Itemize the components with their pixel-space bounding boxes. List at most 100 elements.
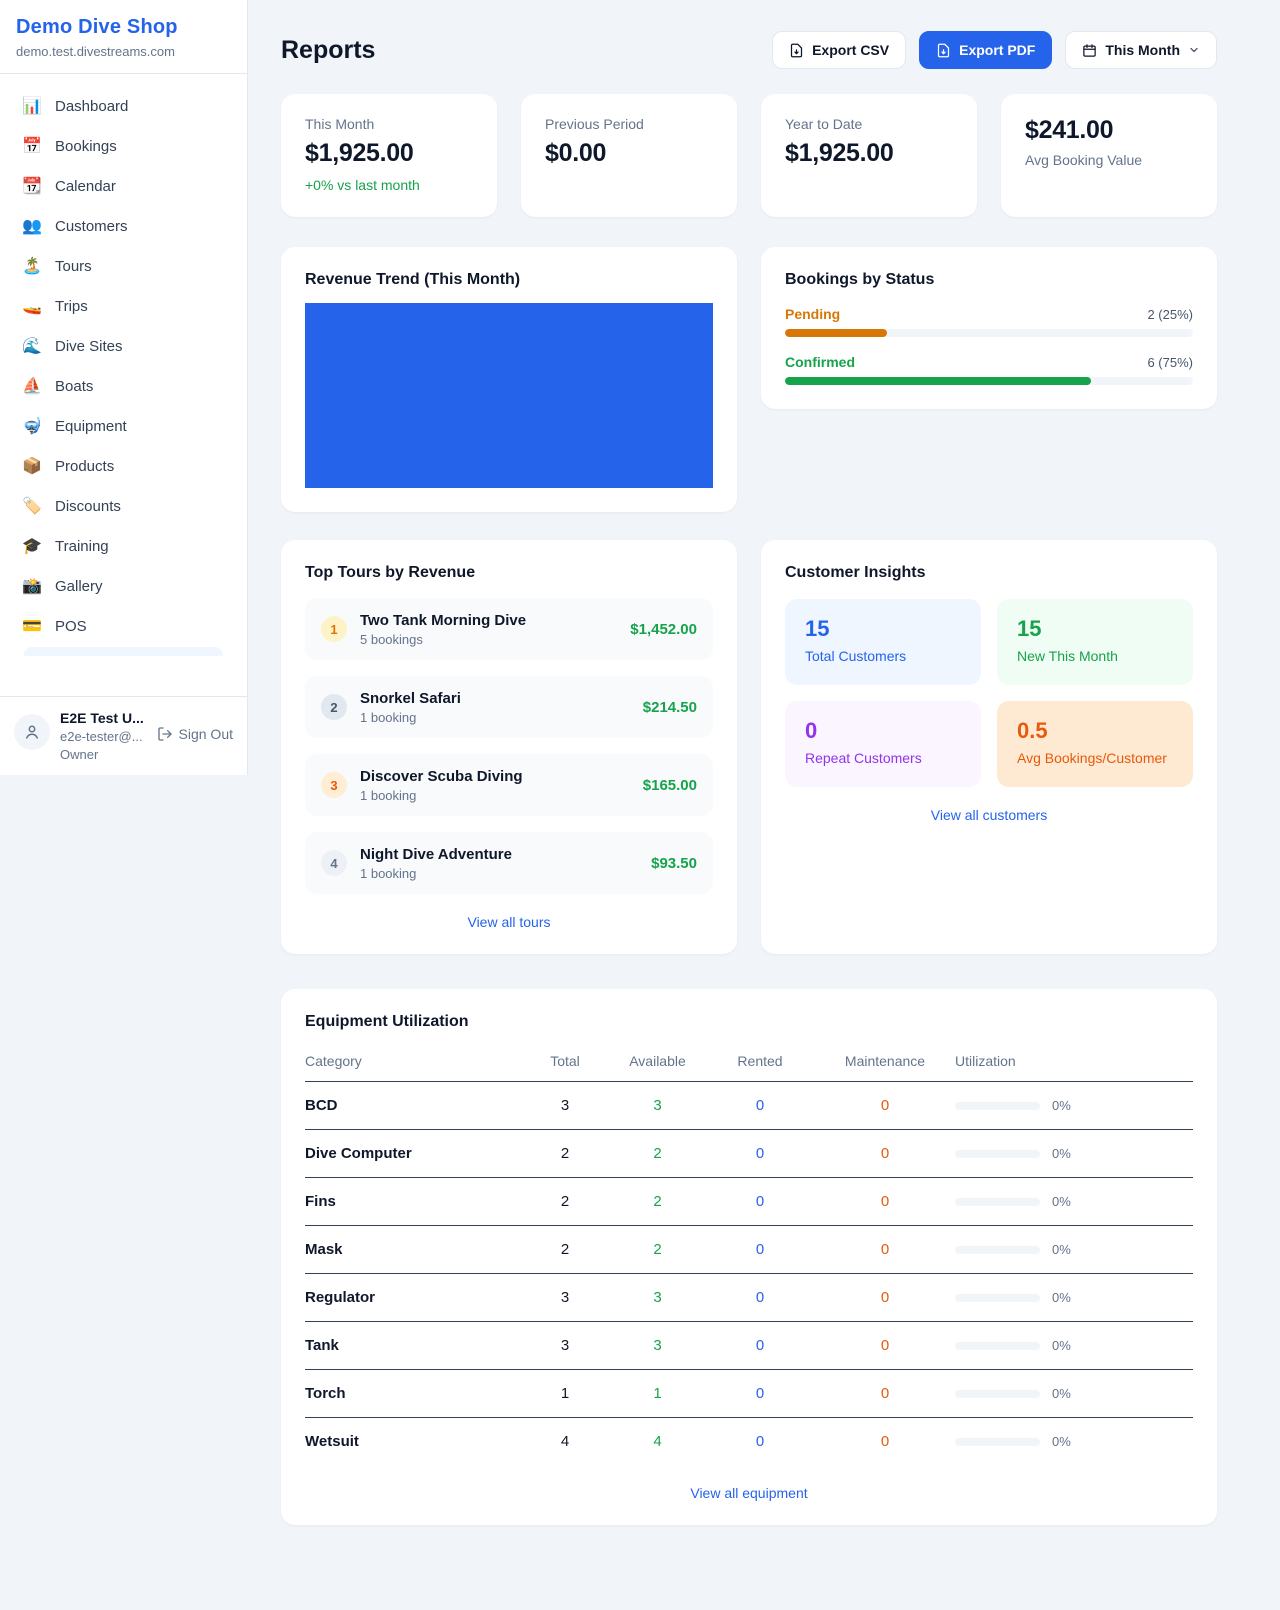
equipment-category: Dive Computer <box>305 1145 412 1162</box>
utilization-percent: 0% <box>1052 1290 1071 1305</box>
stat-card-year-to-date: Year to Date $1,925.00 <box>761 94 977 217</box>
sidebar-item-label: Discounts <box>55 497 121 515</box>
export-csv-button[interactable]: Export CSV <box>772 31 907 69</box>
sidebar-item-boats[interactable]: ⛵ Boats <box>12 366 235 406</box>
status-progress-track <box>785 329 1193 337</box>
sidebar-item-equipment[interactable]: 🤿 Equipment <box>12 406 235 446</box>
sidebar-item-tours[interactable]: 🏝️ Tours <box>12 246 235 286</box>
sidebar-item-reports-partial[interactable] <box>24 647 223 656</box>
equipment-rented: 0 <box>755 1385 765 1402</box>
utilization-percent: 0% <box>1052 1434 1071 1449</box>
sign-out-button[interactable]: Sign Out <box>157 726 233 742</box>
shop-domain: demo.test.divestreams.com <box>16 44 175 59</box>
equipment-rented: 0 <box>755 1337 765 1354</box>
view-all-customers-link[interactable]: View all customers <box>930 807 1048 823</box>
insight-value: 15 <box>805 616 830 641</box>
gallery-icon: 📸 <box>22 578 42 595</box>
equipment-maintenance: 0 <box>880 1193 890 1210</box>
equipment-available: 1 <box>653 1385 662 1402</box>
utilization-percent: 0% <box>1052 1194 1071 1209</box>
equipment-utilization-title: Equipment Utilization <box>305 1013 469 1030</box>
status-progress-track <box>785 377 1193 385</box>
stat-value: $0.00 <box>545 139 607 167</box>
column-header: Available <box>629 1053 686 1069</box>
tour-name: Night Dive Adventure <box>360 845 512 863</box>
view-all-equipment-link[interactable]: View all equipment <box>690 1485 808 1501</box>
customers-icon: 👥 <box>22 218 42 235</box>
insight-label: New This Month <box>1017 648 1118 664</box>
equipment-category: BCD <box>305 1097 338 1114</box>
table-row: Regulator 3 3 0 0 0% <box>305 1274 1193 1322</box>
sidebar-item-discounts[interactable]: 🏷️ Discounts <box>12 486 235 526</box>
boats-icon: ⛵ <box>22 378 42 395</box>
trips-icon: 🚤 <box>22 298 42 315</box>
tour-row: 1 Two Tank Morning Dive 5 bookings $1,452… <box>305 598 713 660</box>
products-icon: 📦 <box>22 458 42 475</box>
insight-tile-new-this-month: 15 New This Month <box>997 599 1193 685</box>
sidebar-item-trips[interactable]: 🚤 Trips <box>12 286 235 326</box>
equipment-available: 3 <box>653 1097 662 1114</box>
insight-value: 0 <box>805 718 818 743</box>
sidebar-item-pos[interactable]: 💳 POS <box>12 606 235 646</box>
sidebar: Demo Dive Shop demo.test.divestreams.com… <box>0 0 248 775</box>
sidebar-item-label: Trips <box>55 297 88 315</box>
stat-label: Year to Date <box>785 116 863 132</box>
view-all-tours-link[interactable]: View all tours <box>467 914 551 930</box>
status-label: Confirmed <box>785 354 855 370</box>
sidebar-item-label: Tours <box>55 257 92 275</box>
status-label: Pending <box>785 306 841 322</box>
utilization-bar <box>955 1197 1040 1206</box>
sidebar-item-gallery[interactable]: 📸 Gallery <box>12 566 235 606</box>
tour-bookings: 5 bookings <box>360 631 423 647</box>
status-progress-fill <box>785 329 887 337</box>
user-name: E2E Test U... <box>60 710 144 726</box>
page-title: Reports <box>281 35 376 64</box>
tour-name: Two Tank Morning Dive <box>360 611 527 629</box>
equipment-maintenance: 0 <box>880 1433 890 1450</box>
sidebar-item-label: Training <box>55 537 109 555</box>
stat-value: $1,925.00 <box>305 139 414 167</box>
sign-out-icon <box>157 727 172 741</box>
utilization-bar <box>955 1245 1040 1254</box>
status-count: 6 (75%) <box>1147 355 1193 370</box>
equipment-category: Mask <box>305 1241 343 1258</box>
equipment-total: 2 <box>560 1241 570 1258</box>
equipment-available: 3 <box>653 1289 662 1306</box>
training-icon: 🎓 <box>22 538 42 555</box>
equipment-icon: 🤿 <box>22 418 42 435</box>
sidebar-nav: 📊 Dashboard 📅 Bookings 📆 Calendar 👥 Customer… <box>0 74 247 656</box>
equipment-category: Wetsuit <box>305 1433 359 1450</box>
revenue-trend-chart <box>305 303 713 488</box>
equipment-category: Regulator <box>305 1289 376 1306</box>
tour-row: 4 Night Dive Adventure 1 booking $93.50 <box>305 832 713 894</box>
tour-amount: $93.50 <box>651 854 697 872</box>
user-email: e2e-tester@... <box>60 729 143 744</box>
person-icon <box>26 725 38 739</box>
sidebar-item-dive-sites[interactable]: 🌊 Dive Sites <box>12 326 235 366</box>
equipment-category: Fins <box>305 1193 336 1210</box>
shop-name[interactable]: Demo Dive Shop <box>16 16 178 38</box>
tour-amount: $165.00 <box>642 776 697 794</box>
sidebar-item-label: Products <box>55 457 115 475</box>
sidebar-item-calendar[interactable]: 📆 Calendar <box>12 166 235 206</box>
equipment-rented: 0 <box>755 1097 765 1114</box>
equipment-rented: 0 <box>755 1241 765 1258</box>
insight-label: Repeat Customers <box>805 750 922 766</box>
sidebar-item-label: Bookings <box>55 137 117 155</box>
period-select[interactable]: This Month <box>1065 31 1217 69</box>
insight-tile-repeat-customers: 0 Repeat Customers <box>785 701 981 787</box>
export-pdf-button[interactable]: Export PDF <box>919 31 1053 69</box>
top-tours-title: Top Tours by Revenue <box>305 564 476 581</box>
sidebar-item-training[interactable]: 🎓 Training <box>12 526 235 566</box>
top-tours-card: Top Tours by Revenue 1 Two Tank Morning … <box>281 540 737 954</box>
calendar-icon: 📆 <box>22 178 42 195</box>
file-download-icon <box>937 43 950 57</box>
sidebar-item-customers[interactable]: 👥 Customers <box>12 206 235 246</box>
sidebar-item-dashboard[interactable]: 📊 Dashboard <box>12 86 235 126</box>
tour-bookings: 1 booking <box>360 709 417 725</box>
equipment-total: 1 <box>560 1385 570 1402</box>
sidebar-item-bookings[interactable]: 📅 Bookings <box>12 126 235 166</box>
equipment-maintenance: 0 <box>880 1289 890 1306</box>
stat-label: Previous Period <box>545 116 644 132</box>
sidebar-item-products[interactable]: 📦 Products <box>12 446 235 486</box>
